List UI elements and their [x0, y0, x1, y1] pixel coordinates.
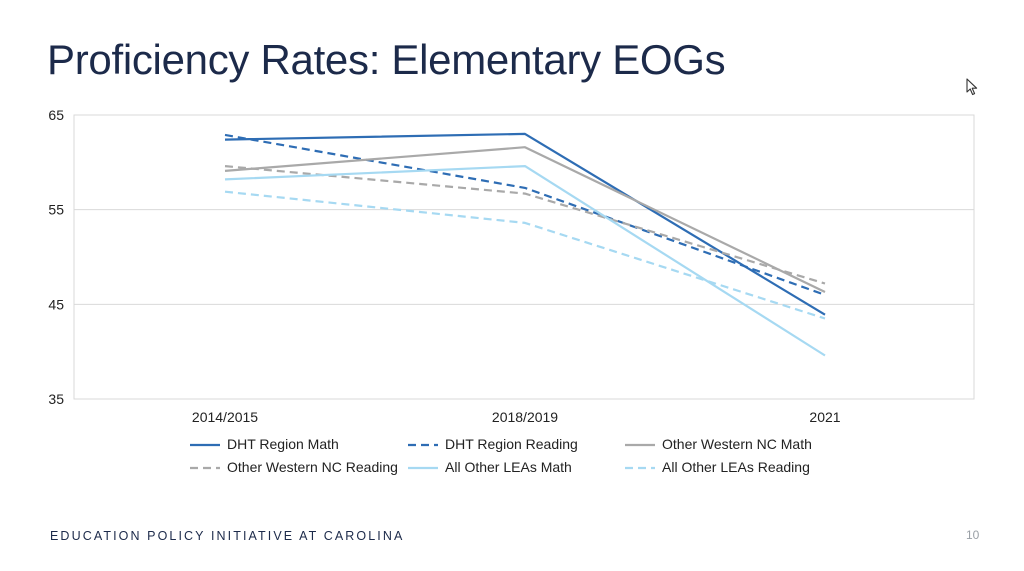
legend-swatch	[625, 466, 655, 470]
series-line-other-western-nc-math	[224, 146, 826, 293]
series-line-dht-region-reading	[224, 133, 826, 296]
series-line-all-other-leas-math	[224, 165, 826, 357]
series-line-dht-region-math	[224, 132, 826, 316]
plot-area	[73, 114, 975, 400]
series-line-all-other-leas-reading	[224, 190, 826, 320]
x-tick-label: 2018/2019	[492, 409, 558, 425]
y-tick-label: 45	[48, 296, 64, 312]
legend-label: DHT Region Reading	[445, 436, 578, 452]
page-number: 10	[966, 528, 980, 542]
legend-label: Other Western NC Reading	[227, 459, 398, 475]
footer-text: EDUCATION POLICY INITIATIVE AT CAROLINA	[50, 529, 405, 543]
legend-swatch	[625, 443, 655, 447]
x-tick-label: 2014/2015	[192, 409, 258, 425]
legend-swatch	[408, 466, 438, 470]
legend-label: All Other LEAs Reading	[662, 459, 810, 475]
legend-swatch	[408, 443, 438, 447]
y-tick-label: 65	[48, 107, 64, 123]
legend-label: DHT Region Math	[227, 436, 339, 452]
y-tick-label: 55	[48, 202, 64, 218]
y-tick-label: 35	[48, 391, 64, 407]
slide-title: Proficiency Rates: Elementary EOGs	[47, 36, 726, 83]
x-tick-label: 2021	[809, 409, 840, 425]
legend-swatch	[190, 466, 220, 470]
arrow-pointer-icon	[966, 78, 978, 96]
series-line-other-western-nc-reading	[224, 165, 826, 285]
legend-label: All Other LEAs Math	[445, 459, 572, 475]
legend-label: Other Western NC Math	[662, 436, 812, 452]
legend-swatch	[190, 443, 220, 447]
